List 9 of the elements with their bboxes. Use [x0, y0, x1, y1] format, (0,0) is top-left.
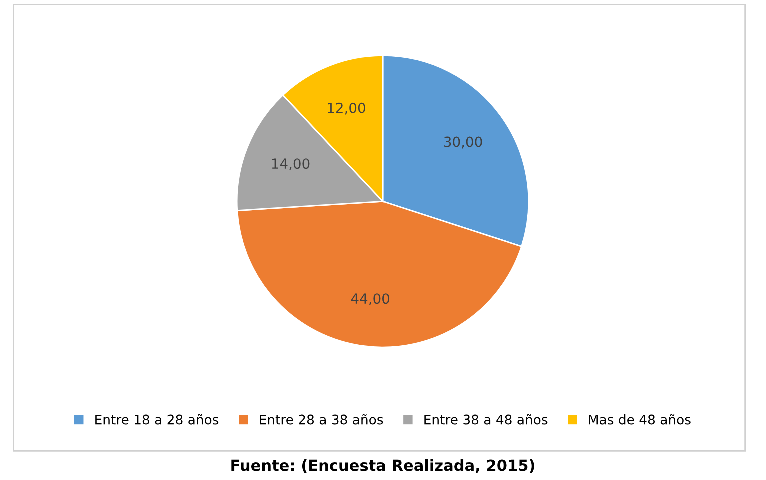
legend-label: Entre 18 a 28 años — [96, 414, 219, 425]
legend-label: Mas de 48 años — [589, 414, 691, 425]
source-note: Fuente: (Encuesta Realizada, 2015) — [232, 459, 534, 474]
data-label: 30,00 — [444, 136, 482, 149]
legend-label: Entre 28 a 38 años — [260, 414, 384, 425]
data-label: 12,00 — [328, 102, 366, 115]
data-label: 44,00 — [351, 294, 390, 306]
data-label: 14,00 — [272, 158, 310, 171]
legend-label: Entre 38 a 48 años — [424, 414, 548, 425]
